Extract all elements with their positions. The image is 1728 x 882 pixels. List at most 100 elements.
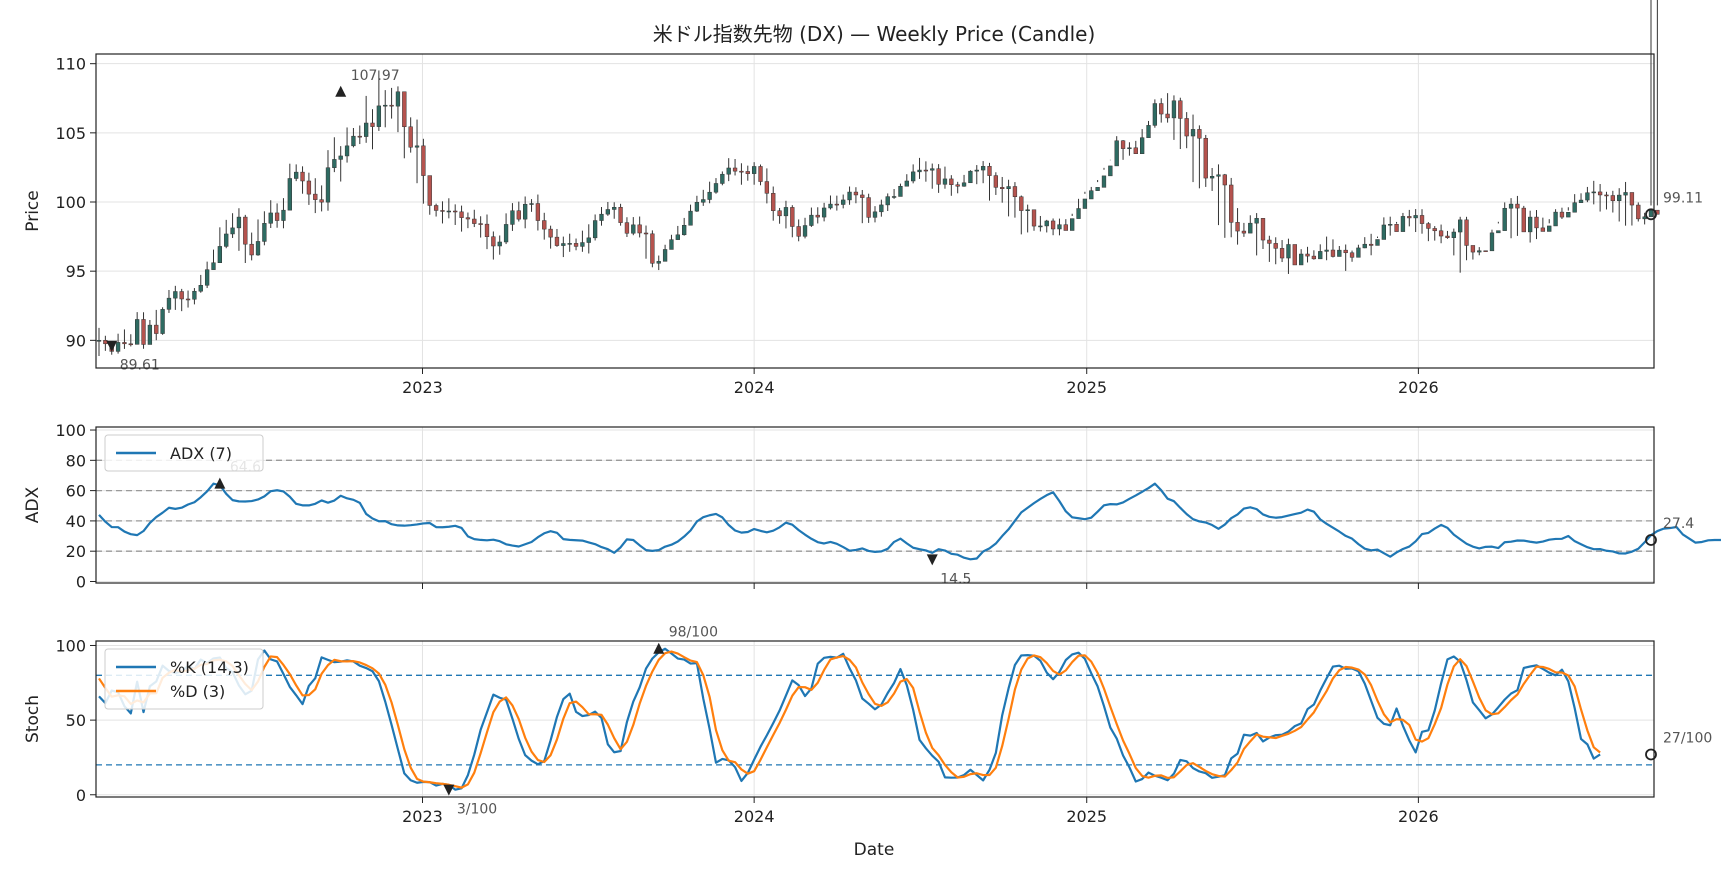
candle-body: [853, 191, 859, 196]
candle-body: [662, 249, 668, 262]
candle-body: [1508, 203, 1514, 209]
candle-body: [841, 199, 846, 205]
y-tick-label: 50: [66, 711, 86, 730]
candle-body: [1305, 253, 1310, 257]
candle-body: [631, 224, 636, 234]
candle-body: [1540, 227, 1546, 232]
candle-body: [1222, 174, 1227, 186]
candle-body: [453, 210, 458, 213]
candle-body: [1159, 103, 1164, 115]
annotation-marker-last: [1645, 208, 1657, 221]
candle-body: [675, 234, 680, 240]
candle-body: [732, 167, 738, 172]
candle-body: [281, 209, 286, 221]
candle-body: [217, 246, 223, 263]
candle-body: [1349, 252, 1355, 258]
adx-lines: [98, 482, 1721, 561]
candle-body: [1279, 248, 1285, 259]
legend-label: %K (14,3): [170, 658, 249, 677]
annotation-label: 107.97: [351, 68, 400, 84]
candle-body: [141, 319, 146, 345]
candle-body: [1095, 187, 1100, 191]
annotation-marker-min: [443, 784, 455, 796]
candle-body: [637, 224, 642, 234]
annotation-label: 99.11: [1663, 190, 1703, 206]
y-tick-label: 80: [66, 451, 86, 470]
candle-body: [1241, 230, 1247, 234]
candle-body: [548, 228, 553, 238]
candle-body: [274, 212, 280, 221]
candle-body: [1356, 247, 1361, 258]
candle-body: [510, 210, 515, 225]
candle-body: [1133, 147, 1138, 154]
candle-body: [542, 220, 547, 230]
y-tick-label: 110: [55, 55, 86, 74]
candle-body: [1050, 220, 1056, 230]
candle-body: [1076, 208, 1081, 219]
candle-body: [433, 205, 439, 211]
candle-body: [1267, 239, 1272, 244]
annotation-marker-min: [926, 554, 938, 566]
candle-body: [1623, 192, 1628, 196]
candle-body: [1388, 224, 1393, 226]
candle-body: [1216, 174, 1221, 177]
candle-body: [904, 180, 909, 187]
candle-body: [236, 216, 242, 229]
candle-body: [179, 291, 184, 300]
candle-body: [1260, 218, 1266, 241]
annotation-label: 89.61: [120, 358, 160, 374]
price-panel: 米ドル指数先物 (DX) — Weekly Price (Candle) 107…: [23, 0, 1703, 397]
candle-body: [1337, 249, 1342, 257]
candle-body: [230, 227, 235, 235]
candle-body: [294, 171, 299, 179]
candle-body: [1273, 243, 1278, 249]
candle-body: [1483, 250, 1488, 252]
stoch-frame: [95, 640, 1655, 798]
candle-body: [1597, 191, 1603, 196]
price-annotations: 107.97 89.61 99.11: [106, 68, 1703, 374]
adx-y-label: ADX: [23, 486, 43, 523]
x-tick-label: 2023: [402, 378, 443, 397]
annotation-marker-last: [1645, 534, 1657, 546]
candle-body: [1464, 219, 1469, 246]
candle-body: [135, 319, 140, 345]
candle-body: [1101, 175, 1107, 188]
candle-body: [586, 237, 591, 243]
candle-body: [1489, 232, 1495, 252]
candle-body: [478, 223, 483, 225]
candle-body: [1368, 243, 1374, 246]
candle-body: [414, 145, 420, 148]
candle-body: [1197, 129, 1202, 139]
candle-body: [739, 170, 744, 173]
candle-body: [599, 213, 604, 221]
candle-body: [363, 122, 369, 137]
price-candles: [96, 0, 1660, 356]
candle-body: [987, 166, 992, 176]
candle-body: [351, 135, 356, 147]
candle-body: [618, 207, 623, 223]
candle-body: [1604, 194, 1609, 197]
y-tick-label: 100: [55, 636, 86, 655]
candle-body: [669, 239, 674, 250]
y-tick-label: 40: [66, 512, 86, 531]
candle-body: [809, 214, 814, 226]
candle-body: [974, 169, 979, 172]
candle-body: [300, 171, 305, 182]
y-tick-label: 105: [55, 124, 86, 143]
candle-body: [821, 207, 827, 218]
price-frame: [95, 53, 1655, 369]
candle-body: [1496, 230, 1501, 234]
candle-body: [1108, 165, 1113, 177]
adx-frame: [95, 426, 1655, 584]
candle-body: [955, 184, 960, 187]
x-tick-label: 2026: [1398, 378, 1439, 397]
candle-body: [961, 182, 967, 187]
candle-body: [802, 225, 808, 237]
candle-body: [523, 203, 528, 220]
candle-body: [332, 159, 337, 168]
candle-body: [1229, 184, 1234, 223]
candle-body: [1082, 198, 1088, 209]
candle-body: [1375, 239, 1380, 246]
candle-body: [1184, 118, 1189, 137]
annotation-label: 27.4: [1663, 516, 1694, 532]
